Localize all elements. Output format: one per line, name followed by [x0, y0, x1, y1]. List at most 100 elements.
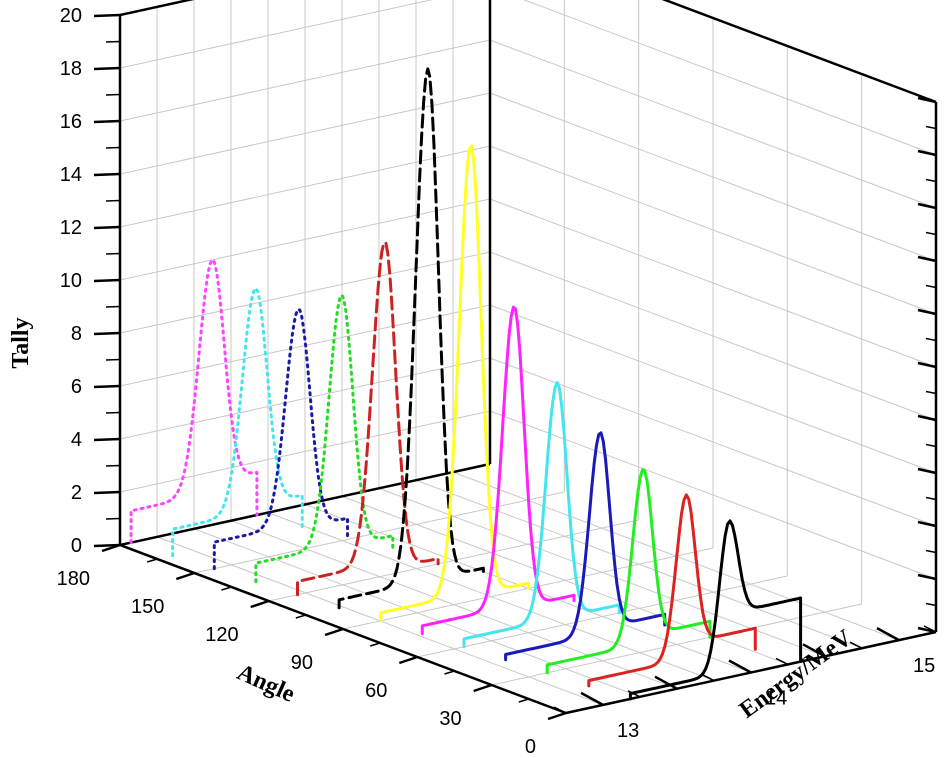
- angle-major-tick: [324, 627, 344, 637]
- back-wall-tick: [917, 414, 937, 422]
- grid-line: [489, 251, 937, 421]
- series-curve: [296, 241, 440, 597]
- top-left-edge: [119, 0, 195, 17]
- energy-minor-tick: [627, 690, 641, 698]
- grid-line: [489, 357, 937, 527]
- z-major-tick: [93, 437, 121, 442]
- series-layer: [129, 67, 803, 701]
- back-wall-tick: [925, 496, 937, 501]
- series-curve: [254, 293, 395, 584]
- z-minor-tick: [105, 305, 121, 308]
- angle-tick-label: 0: [525, 736, 536, 758]
- series-curve: [129, 258, 259, 545]
- z-major-tick: [93, 490, 121, 495]
- grid-line: [119, 198, 491, 281]
- angle-tick-label: 30: [439, 708, 461, 730]
- grid-line: [193, 528, 641, 698]
- angle-tick-label: 90: [291, 652, 313, 674]
- z-tick-label: 0: [71, 535, 82, 557]
- series-curve: [171, 286, 304, 558]
- angle-tick-label: 120: [205, 624, 238, 646]
- z-minor-tick: [105, 40, 121, 43]
- back-wall-tick: [917, 255, 937, 263]
- back-wall-tick: [925, 231, 937, 236]
- angle-minor-tick: [369, 642, 381, 647]
- z-axis-title: Tally: [8, 317, 34, 368]
- z-tick-label: 8: [71, 323, 82, 345]
- back-wall-tick: [925, 284, 937, 289]
- energy-tick-label: 13: [617, 720, 639, 742]
- z-tick-label: 4: [71, 429, 82, 451]
- grid-line: [489, 145, 937, 315]
- angle-tick-label: 180: [57, 568, 90, 590]
- z-minor-tick: [105, 464, 121, 467]
- series-curve: [545, 468, 712, 675]
- energy-minor-tick: [775, 657, 789, 666]
- back-wall-tick: [925, 443, 937, 448]
- back-wall-tick: [925, 549, 937, 554]
- grid-line: [119, 39, 491, 122]
- series-curve: [337, 67, 485, 610]
- energy-major-tick: [876, 627, 900, 642]
- back-wall-tick: [917, 149, 937, 157]
- grid-line: [489, 39, 937, 209]
- z-major-tick: [93, 13, 121, 18]
- series-curve: [212, 307, 349, 571]
- grid-line: [119, 357, 491, 440]
- angle-major-tick: [101, 543, 121, 553]
- z-tick-label: 20: [60, 5, 82, 27]
- grid-line: [119, 0, 433, 69]
- angle-major-tick: [398, 655, 418, 665]
- back-wall-tick: [925, 390, 937, 395]
- grid-line: [119, 145, 491, 228]
- back-wall-tick: [925, 602, 937, 607]
- grid-line: [267, 512, 715, 682]
- grid-line: [119, 251, 491, 334]
- z-minor-tick: [105, 411, 121, 414]
- angle-minor-tick: [444, 670, 455, 675]
- angle-minor-tick: [221, 586, 232, 591]
- energy-tick-label: 14: [765, 688, 787, 710]
- angle-major-tick: [473, 683, 493, 693]
- energy-major-tick: [580, 691, 604, 706]
- z-major-tick: [93, 119, 121, 124]
- angle-tick-label: 60: [365, 680, 387, 702]
- angle-tick-label: 150: [131, 596, 164, 618]
- back-wall-tick: [925, 178, 937, 183]
- z-minor-tick: [105, 252, 121, 255]
- energy-major-tick: [654, 675, 678, 690]
- series-curve: [504, 431, 667, 662]
- z-minor-tick: [105, 146, 121, 149]
- series-curve: [628, 519, 803, 701]
- z-minor-tick: [105, 358, 121, 361]
- back-wall-tick: [917, 308, 937, 316]
- angle-major-tick: [175, 571, 195, 581]
- series-curve: [462, 381, 621, 649]
- grid-line: [489, 198, 937, 368]
- energy-minor-tick: [701, 673, 715, 682]
- series-curve: [420, 305, 576, 636]
- angle-major-tick: [547, 711, 567, 721]
- angle-minor-tick: [518, 698, 530, 703]
- energy-major-tick: [802, 643, 826, 658]
- z-major-tick: [93, 331, 121, 336]
- back-wall-tick: [917, 467, 937, 475]
- energy-minor-tick: [553, 706, 567, 714]
- back-wall-tick: [925, 125, 937, 130]
- z-major-tick: [93, 384, 121, 389]
- z-major-tick: [93, 278, 121, 283]
- floor-left-edge: [119, 462, 491, 547]
- z-minor-tick: [105, 199, 121, 202]
- back-wall-tick: [917, 96, 937, 104]
- z-tick-label: 18: [60, 58, 82, 80]
- back-wall-tick: [917, 361, 937, 369]
- grid-line: [489, 92, 937, 262]
- angle-minor-tick: [295, 614, 307, 619]
- z-tick-label: 10: [60, 270, 82, 292]
- grid-line: [119, 92, 491, 175]
- grid-layer: [119, 0, 937, 706]
- z-tick-label: 14: [60, 164, 82, 186]
- back-wall-tick: [917, 520, 937, 528]
